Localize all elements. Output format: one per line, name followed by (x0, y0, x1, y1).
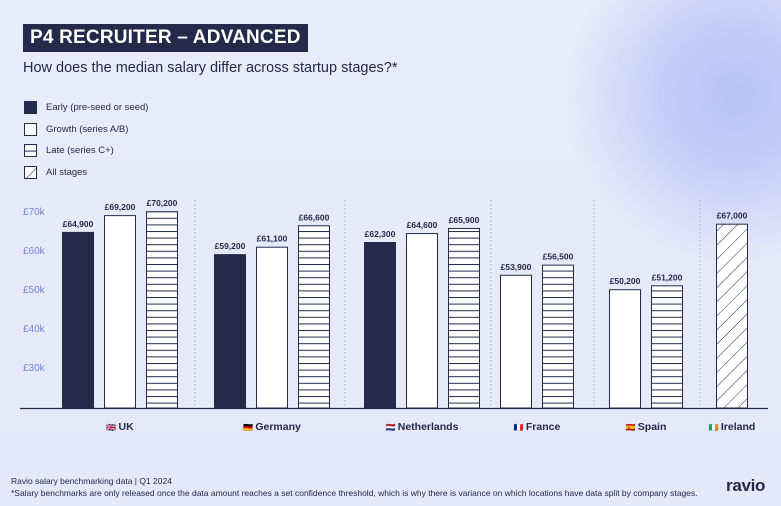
legend-item-growth: Growth (series A/B) (24, 119, 148, 141)
data-label: £50,200 (610, 276, 641, 286)
data-label: £59,200 (215, 241, 246, 251)
bar-uk-late (146, 211, 178, 409)
category-label-ireland: 🇮🇪 Ireland (709, 421, 756, 433)
source-note: Ravio salary benchmarking data | Q1 2024 (11, 476, 172, 486)
legend-swatch-late (24, 144, 37, 158)
footnote: *Salary benchmarks are only released onc… (11, 488, 698, 498)
flag-icon: 🇮🇪 (709, 423, 721, 432)
bar-uk-growth (104, 215, 136, 409)
data-label: £51,200 (652, 272, 683, 282)
data-label: £67,000 (717, 211, 748, 221)
y-tick-label: £70k (23, 207, 46, 218)
brand-logo: ravio (726, 476, 766, 495)
data-label: £69,200 (105, 202, 136, 212)
chart-subtitle: How does the median salary differ across… (23, 60, 398, 76)
y-tick-label: £60k (23, 246, 46, 257)
bar-uk-early (62, 231, 94, 409)
data-label: £64,600 (407, 220, 438, 230)
bar-france-growth (500, 274, 532, 409)
bar-france-late (542, 264, 574, 409)
category-label-uk: 🇬🇧 UK (106, 421, 134, 433)
category-label-spain: 🇪🇸 Spain (626, 421, 667, 433)
y-tick-label: £30k (23, 363, 46, 374)
chart-legend: Early (pre-seed or seed) Growth (series … (24, 97, 148, 183)
legend-label-all: All stages (46, 166, 88, 178)
data-label: £62,300 (365, 229, 396, 239)
legend-swatch-growth (24, 122, 37, 136)
bar-spain-late (651, 285, 683, 409)
data-label: £53,900 (501, 262, 532, 272)
bar-netherlands-early (364, 242, 396, 409)
legend-item-late: Late (series C+) (24, 140, 148, 162)
y-tick-label: £40k (23, 324, 46, 335)
flag-icon: 🇳🇱 (386, 423, 398, 432)
flag-icon: 🇫🇷 (514, 423, 526, 432)
bar-netherlands-late (448, 227, 480, 409)
legend-swatch-early (24, 101, 37, 115)
data-label: £66,600 (299, 212, 330, 222)
category-label-france: 🇫🇷 France (514, 421, 561, 433)
category-label-netherlands: 🇳🇱 Netherlands (386, 421, 459, 433)
bar-germany-late (298, 225, 330, 409)
legend-label-late: Late (series C+) (46, 145, 114, 157)
bar-germany-early (214, 254, 246, 409)
bar-germany-growth (256, 246, 288, 409)
bar-spain-growth (609, 289, 641, 409)
bar-ireland-all (716, 223, 748, 409)
flag-icon: 🇩🇪 (243, 423, 255, 432)
category-label-germany: 🇩🇪 Germany (243, 421, 301, 433)
legend-label-growth: Growth (series A/B) (46, 123, 129, 135)
legend-label-early: Early (pre-seed or seed) (46, 102, 149, 114)
data-label: £64,900 (63, 219, 94, 229)
bar-netherlands-growth (406, 233, 438, 409)
data-label: £70,200 (147, 198, 178, 208)
y-tick-label: £50k (23, 285, 46, 296)
legend-item-all: All stages (24, 162, 148, 184)
data-label: £61,100 (257, 234, 288, 244)
data-label: £65,900 (449, 215, 480, 225)
legend-item-early: Early (pre-seed or seed) (24, 97, 148, 119)
legend-swatch-all (24, 165, 37, 179)
page-title: P4 RECRUITER – ADVANCED (23, 24, 308, 52)
flag-icon: 🇬🇧 (106, 423, 118, 432)
data-label: £56,500 (543, 252, 574, 262)
flag-icon: 🇪🇸 (626, 423, 638, 432)
